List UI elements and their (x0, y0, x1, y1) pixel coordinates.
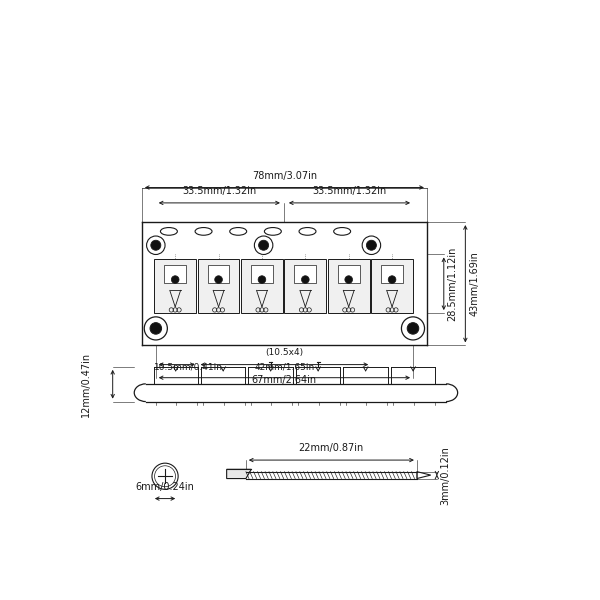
Circle shape (144, 317, 167, 340)
Text: 10.5mm/0.41in: 10.5mm/0.41in (154, 362, 223, 371)
Circle shape (407, 323, 419, 334)
Ellipse shape (299, 227, 316, 235)
Bar (208, 265, 229, 283)
Text: 78mm/3.07in: 78mm/3.07in (252, 170, 317, 181)
Circle shape (345, 276, 353, 283)
Ellipse shape (265, 227, 281, 235)
Circle shape (151, 240, 161, 250)
Bar (328, 259, 370, 313)
Circle shape (259, 240, 269, 250)
Bar (251, 265, 273, 283)
Text: (10.5x4): (10.5x4) (265, 348, 304, 357)
Bar (295, 265, 316, 283)
Circle shape (146, 236, 165, 254)
Ellipse shape (195, 227, 212, 235)
Circle shape (362, 236, 380, 254)
Circle shape (254, 236, 273, 254)
Text: 6mm/0.24in: 6mm/0.24in (136, 482, 194, 491)
Bar (381, 265, 403, 283)
Bar (284, 259, 326, 313)
Circle shape (367, 240, 376, 250)
Bar (197, 259, 239, 313)
Polygon shape (417, 472, 431, 479)
Text: 43mm/1.69in: 43mm/1.69in (469, 251, 479, 316)
Text: 67mm/2.64in: 67mm/2.64in (252, 374, 317, 385)
Text: 33.5mm/1.32in: 33.5mm/1.32in (313, 186, 386, 196)
Circle shape (150, 323, 161, 334)
Text: 42mm/1.65in: 42mm/1.65in (254, 362, 314, 371)
Text: 33.5mm/1.32in: 33.5mm/1.32in (182, 186, 256, 196)
Circle shape (258, 276, 266, 283)
Ellipse shape (230, 227, 247, 235)
Bar (241, 259, 283, 313)
Text: 3mm/0.12in: 3mm/0.12in (441, 446, 451, 505)
Ellipse shape (334, 227, 350, 235)
Circle shape (172, 276, 179, 283)
Circle shape (152, 463, 178, 490)
Bar (338, 265, 359, 283)
Text: 28.5mm/1.12in: 28.5mm/1.12in (448, 247, 458, 321)
Circle shape (401, 317, 425, 340)
Circle shape (388, 276, 396, 283)
Ellipse shape (160, 227, 178, 235)
Bar (371, 259, 413, 313)
Polygon shape (227, 469, 251, 479)
Text: 22mm/0.87in: 22mm/0.87in (299, 443, 364, 453)
Bar (164, 265, 186, 283)
Circle shape (301, 276, 309, 283)
Text: 12mm/0.47in: 12mm/0.47in (81, 352, 91, 417)
Bar (154, 259, 196, 313)
Circle shape (215, 276, 223, 283)
